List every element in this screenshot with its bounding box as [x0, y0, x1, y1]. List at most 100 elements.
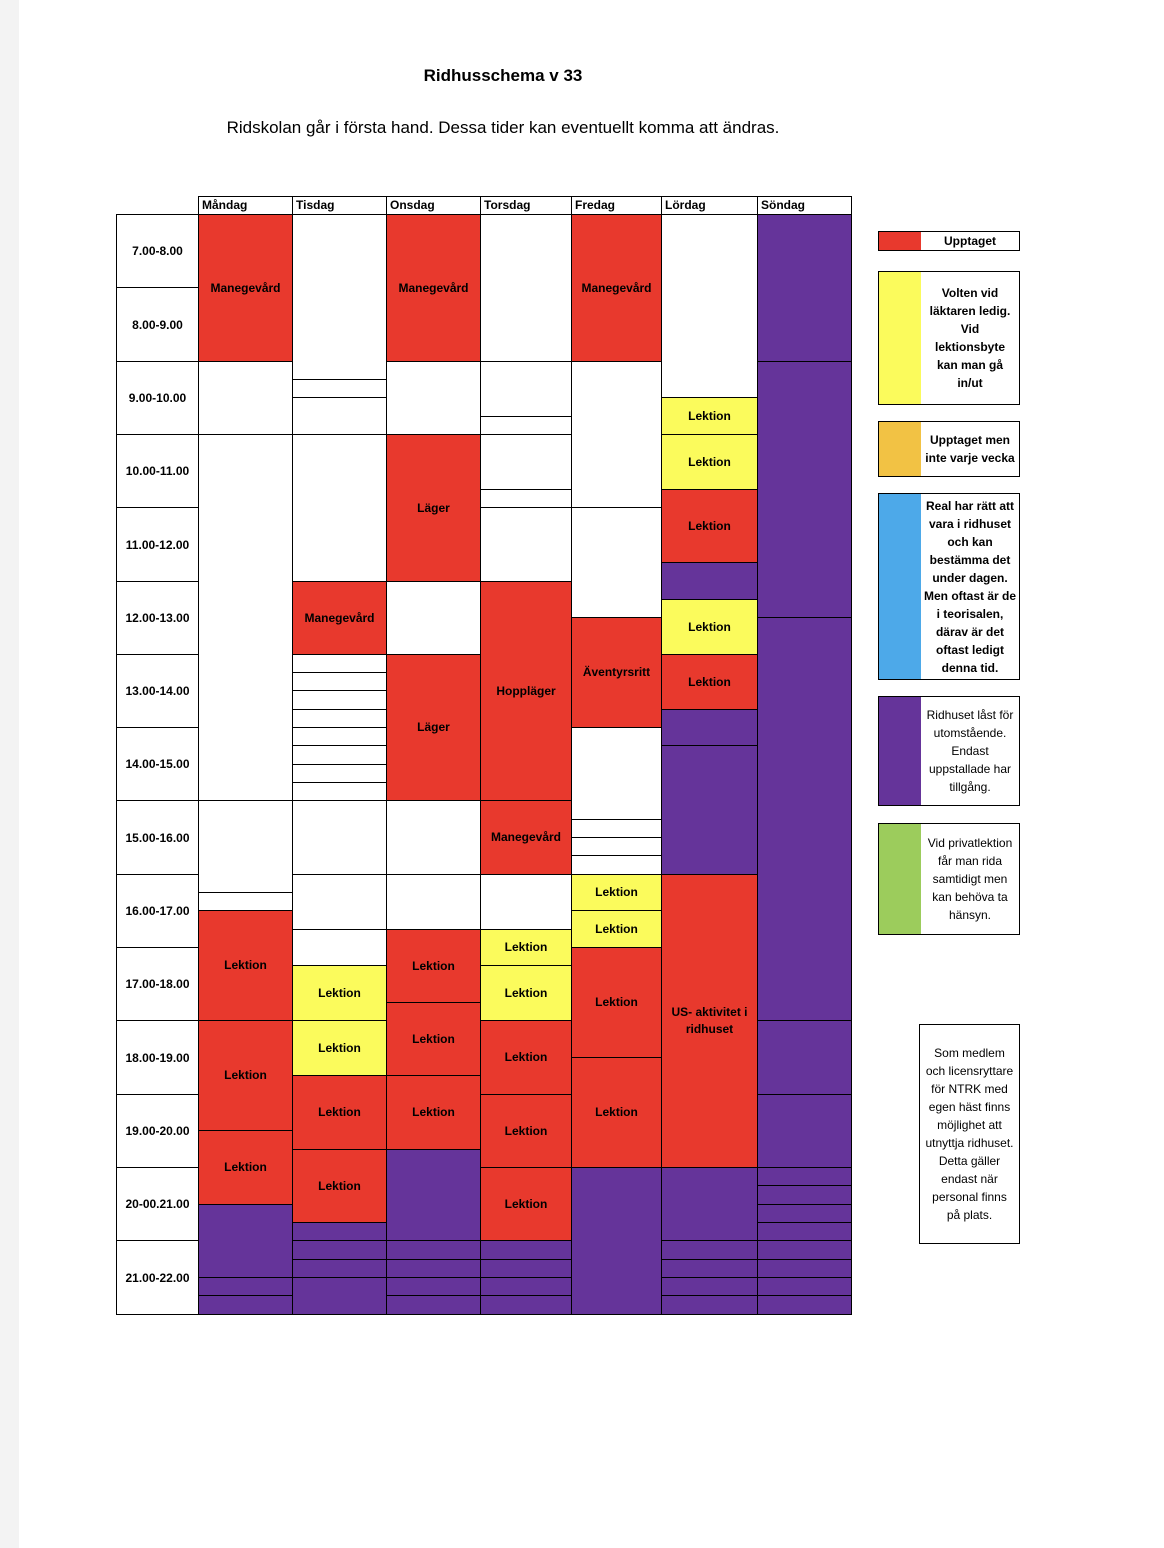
schedule-cell-lektion: Lektion — [661, 489, 758, 563]
schedule-cell-white — [292, 764, 387, 783]
schedule-cell-aventyrsritt: Äventyrsritt — [571, 617, 662, 728]
schedule-cell-purple — [757, 214, 852, 362]
time-slot: 12.00-13.00 — [116, 581, 199, 655]
schedule-cell-lektion: Lektion — [198, 1130, 293, 1205]
time-slot: 7.00-8.00 — [116, 214, 199, 288]
schedule-cell-lektion: Lektion — [571, 874, 662, 911]
schedule-cell-white — [292, 379, 387, 398]
schedule-cell-white — [292, 874, 387, 930]
schedule-cell-hopplager: Hoppläger — [480, 581, 572, 801]
schedule-cell-white — [386, 361, 481, 435]
schedule-cell-purple — [757, 1222, 852, 1241]
schedule-cell-manegevard: Manegevård — [198, 214, 293, 362]
schedule-cell-purple — [661, 562, 758, 600]
schedule-cell-purple — [757, 1204, 852, 1223]
legend-swatch-blue — [879, 494, 921, 679]
schedule-cell-lager: Läger — [386, 434, 481, 582]
legend-medlem-text: Som medlem och licensryttare för NTRK me… — [925, 1046, 1014, 1222]
legend-swatch-red — [879, 232, 921, 250]
schedule-cell-white — [571, 837, 662, 856]
schedule-cell-lektion: Lektion — [198, 910, 293, 1021]
schedule-cell-lektion: Lektion — [480, 1094, 572, 1168]
schedule-cell-purple — [480, 1295, 572, 1315]
day-header-4: Fredag — [571, 196, 662, 215]
legend-swatch-purple — [879, 697, 921, 805]
schedule-cell-manegevard: Manegevård — [292, 581, 387, 655]
legend-upptaget: Upptaget — [878, 231, 1020, 251]
schedule-cell-lektion: Lektion — [480, 1020, 572, 1095]
schedule-cell-purple — [198, 1204, 293, 1278]
schedule-cell-white — [480, 489, 572, 508]
schedule-cell-white — [292, 397, 387, 435]
schedule-cell-lektion: Lektion — [386, 1002, 481, 1076]
legend-real: Real har rätt att vara i ridhuset och ka… — [878, 493, 1020, 680]
schedule-cell-lektion: Lektion — [571, 947, 662, 1058]
schedule-cell-white — [386, 874, 481, 930]
schedule-cell-white — [198, 892, 293, 911]
legend-privat-text: Vid privatlektion får man rida samtidigt… — [927, 836, 1013, 922]
schedule-cell-white — [198, 434, 293, 801]
schedule-cell-lektion: Lektion — [480, 1167, 572, 1241]
schedule-cell-white — [292, 782, 387, 801]
schedule-cell-purple — [386, 1277, 481, 1296]
schedule-cell-white — [480, 507, 572, 582]
schedule-cell-lektion: Lektion — [198, 1020, 293, 1131]
schedule-cell-purple — [661, 745, 758, 875]
schedule-cell-white — [292, 709, 387, 728]
schedule-cell-lektion: Lektion — [292, 1149, 387, 1223]
schedule-cell-purple — [757, 1240, 852, 1260]
schedule-cell-white — [480, 874, 572, 930]
schedule-cell-purple — [757, 361, 852, 618]
legend-swatch-orange — [879, 422, 921, 476]
schedule-cell-white — [292, 434, 387, 582]
time-slot: 10.00-11.00 — [116, 434, 199, 508]
time-slot: 15.00-16.00 — [116, 800, 199, 875]
schedule-cell-lektion: Lektion — [292, 1020, 387, 1076]
schedule-cell-purple — [292, 1259, 387, 1278]
schedule-cell-purple — [661, 709, 758, 746]
schedule-cell-purple — [757, 1277, 852, 1296]
page-title: Ridhusschema v 33 — [423, 66, 583, 85]
schedule-cell-lektion: Lektion — [386, 1075, 481, 1150]
time-slot: 11.00-12.00 — [116, 507, 199, 582]
legend-last: Ridhuset låst för utomstående. Endast up… — [878, 696, 1020, 806]
legend-medlem: Som medlem och licensryttare för NTRK me… — [919, 1024, 1020, 1244]
legend-real-text: Real har rätt att vara i ridhuset och ka… — [924, 498, 1017, 675]
schedule-cell-purple — [480, 1240, 572, 1260]
schedule-cell-lektion: Lektion — [480, 965, 572, 1021]
schedule-cell-white — [480, 416, 572, 435]
schedule-cell-white — [292, 654, 387, 673]
day-header-1: Tisdag — [292, 196, 387, 215]
schedule-cell-purple — [757, 1185, 852, 1205]
schedule-cell-lektion: Lektion — [480, 929, 572, 966]
schedule-cell-purple — [571, 1167, 662, 1315]
schedule-cell-white — [571, 507, 662, 618]
schedule-cell-purple — [757, 1295, 852, 1315]
day-header-6: Söndag — [757, 196, 852, 215]
schedule-cell-purple — [386, 1149, 481, 1241]
schedule-cell-purple — [661, 1295, 758, 1315]
time-slot: 21.00-22.00 — [116, 1240, 199, 1315]
schedule-cell-manegevard: Manegevård — [480, 800, 572, 875]
schedule-cell-purple — [292, 1277, 387, 1315]
schedule-cell-lektion: Lektion — [661, 599, 758, 655]
schedule-cell-white — [480, 214, 572, 362]
schedule-cell-lager: Läger — [386, 654, 481, 801]
time-slot: 13.00-14.00 — [116, 654, 199, 728]
schedule-cell-purple — [757, 1259, 852, 1278]
time-slot: 20-00.21.00 — [116, 1167, 199, 1241]
day-header-5: Lördag — [661, 196, 758, 215]
schedule-cell-white — [386, 800, 481, 875]
time-slot: 17.00-18.00 — [116, 947, 199, 1021]
schedule-cell-lektion: Lektion — [292, 965, 387, 1021]
schedule-cell-lektion: Lektion — [571, 910, 662, 948]
schedule-cell-white — [292, 690, 387, 710]
schedule-cell-purple — [386, 1259, 481, 1278]
schedule-cell-white — [292, 214, 387, 380]
schedule-cell-purple — [198, 1295, 293, 1315]
legend-volten: Volten vid läktaren ledig. Vid lektionsb… — [878, 271, 1020, 405]
schedule-cell-lektion: Lektion — [661, 397, 758, 435]
schedule-cell-white — [292, 727, 387, 746]
schedule-cell-manegevard: Manegevård — [386, 214, 481, 362]
legend-volten-text: Volten vid läktaren ledig. Vid lektionsb… — [929, 286, 1011, 390]
